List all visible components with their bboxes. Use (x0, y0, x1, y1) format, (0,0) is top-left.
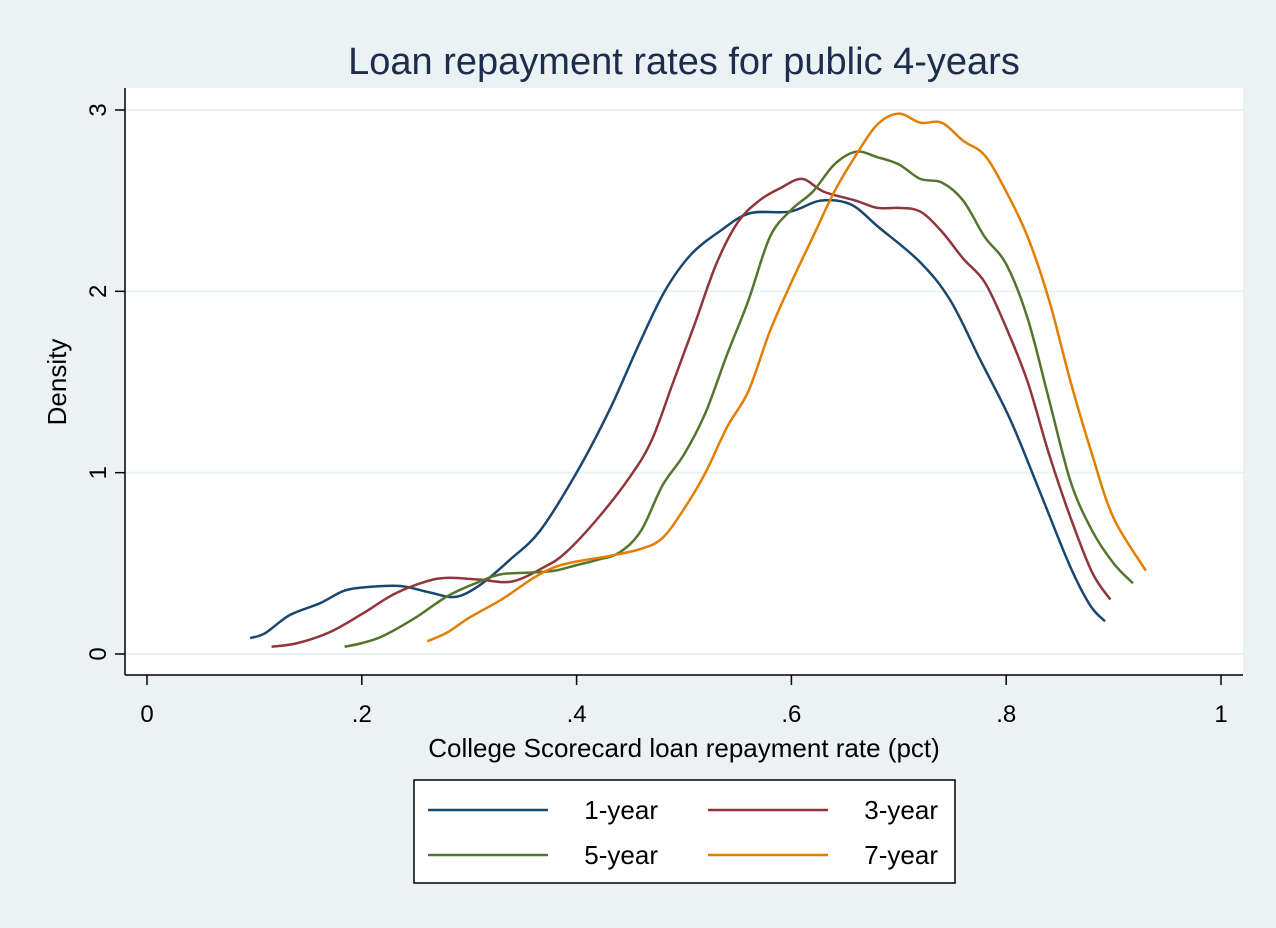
series-line-3-year (271, 177, 1112, 648)
chart-title: Loan repayment rates for public 4-years (348, 41, 1020, 83)
legend-label: 1-year (584, 795, 658, 825)
y-axis-label: Density (42, 339, 72, 426)
y-tick-label: 0 (85, 647, 112, 660)
series-line-1-year (249, 198, 1106, 640)
y-tick-label: 1 (85, 466, 112, 479)
x-tick-label: .4 (567, 701, 587, 728)
legend: 1-year 3-year 5-year 7-year (413, 779, 956, 884)
legend-label: 5-year (584, 840, 658, 870)
legend-label: 3-year (864, 795, 938, 825)
legend-label: 7-year (864, 840, 938, 870)
x-tick-label: 1 (1214, 701, 1227, 728)
series-lines (249, 112, 1147, 648)
x-tick-label: 0 (140, 701, 153, 728)
y-tick-label: 3 (85, 103, 112, 116)
x-tick-label: .6 (781, 701, 801, 728)
gridlines (125, 109, 1243, 655)
x-axis-label: College Scorecard loan repayment rate (p… (428, 733, 940, 763)
axes (124, 88, 1243, 676)
x-tick-label: .2 (352, 701, 372, 728)
series-line-7-year (426, 112, 1147, 643)
y-tick-label: 2 (85, 285, 112, 298)
plot-area (125, 88, 1243, 675)
x-tick-label: .8 (996, 701, 1016, 728)
legend-box (413, 779, 956, 884)
ticks: 0 1 2 3 0 .2 .4 .6 .8 1 (85, 103, 1228, 728)
series-line-5-year (344, 150, 1134, 648)
